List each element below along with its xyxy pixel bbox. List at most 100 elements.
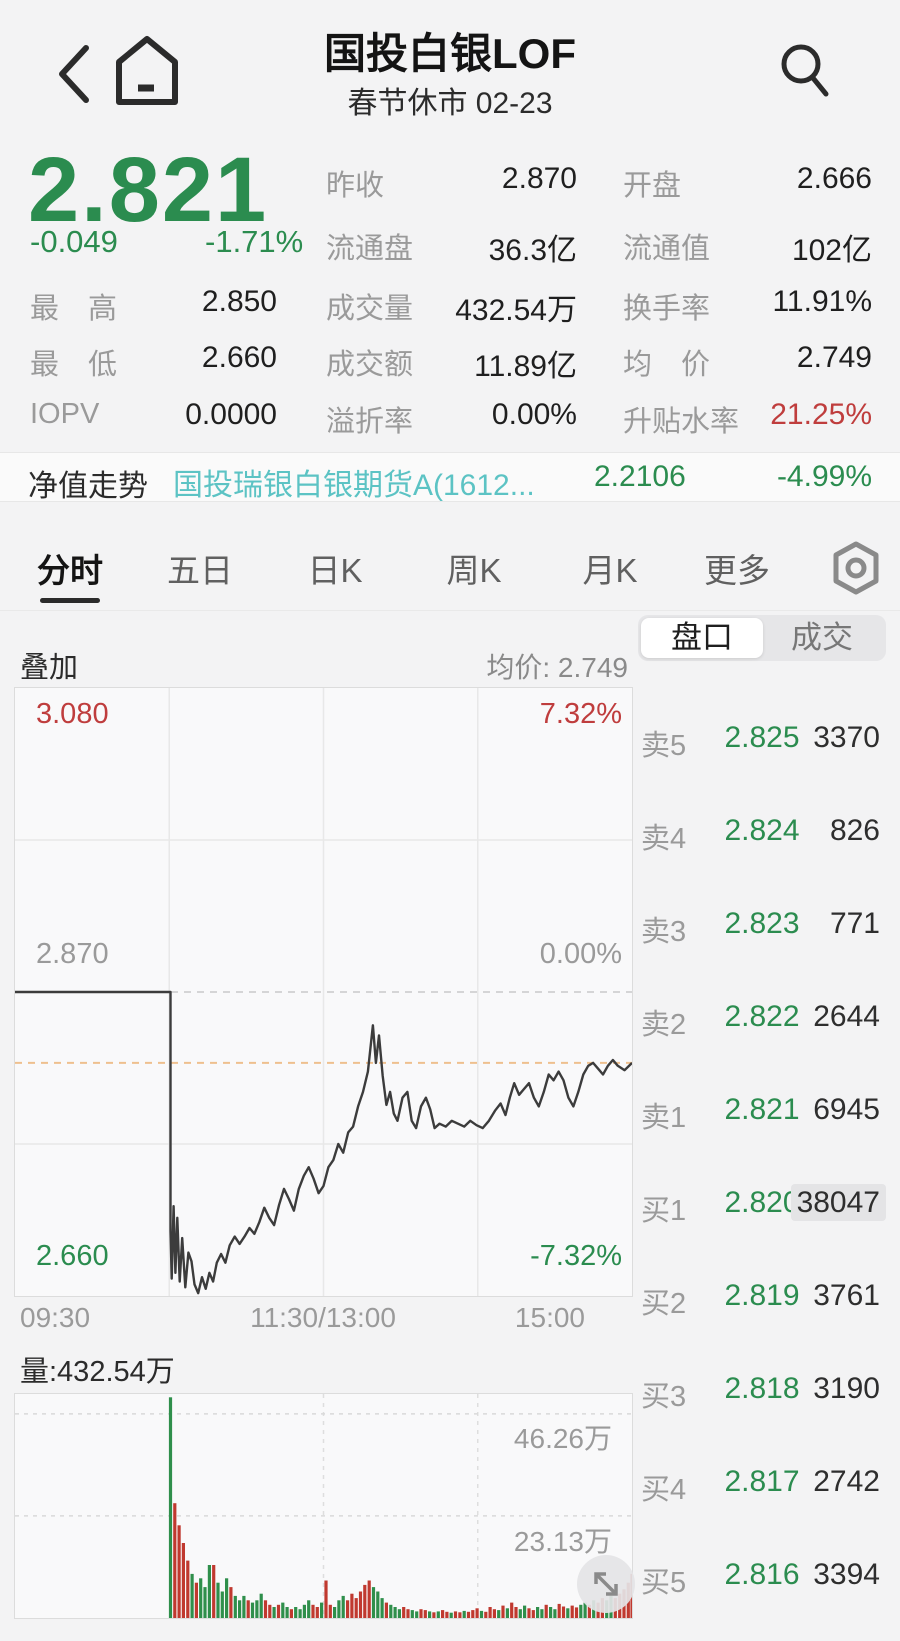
orderbook-level: 卖2 — [641, 1009, 687, 1041]
stat-label: 换手率 — [623, 293, 711, 325]
tab-orderbook[interactable]: 盘口 — [641, 618, 763, 658]
stat-label: 开盘 — [623, 170, 682, 202]
orderbook-level: 买5 — [641, 1567, 687, 1599]
minute-chart[interactable] — [14, 687, 633, 1297]
time-open: 09:30 — [20, 1302, 91, 1333]
chart-zero-pct: 0.00% — [539, 938, 622, 970]
orderbook-price: 2.825 — [724, 721, 800, 754]
orderbook-volume: 2742 — [813, 1465, 880, 1498]
stat-value: 2.850 — [201, 285, 277, 318]
chart-settings-icon[interactable] — [830, 540, 882, 596]
search-icon[interactable] — [776, 40, 834, 102]
orderbook-volume: 771 — [829, 907, 880, 940]
market-status: 春节休市 02-23 — [347, 87, 553, 120]
tab-minute[interactable]: 分时 — [37, 552, 103, 589]
time-close: 15:00 — [514, 1302, 585, 1333]
orderbook-volume: 3370 — [813, 721, 880, 754]
orderbook-volume: 826 — [829, 814, 880, 847]
price-change-pct: -1.71% — [205, 224, 304, 259]
stat-value: 11.91% — [772, 285, 872, 318]
chart-max-pct: 7.32% — [539, 698, 622, 730]
last-price: 2.821 — [28, 139, 269, 241]
stat-label: 流通盘 — [326, 233, 414, 265]
stat-value: 2.666 — [796, 162, 872, 195]
orderbook-price: 2.820 — [724, 1186, 800, 1219]
stat-value: 36.3亿 — [488, 234, 577, 267]
orderbook-volume: 3394 — [813, 1558, 880, 1591]
chart-min-pct: -7.32% — [530, 1240, 622, 1272]
orderbook-level: 卖1 — [641, 1102, 687, 1134]
volume-title: 量:432.54万 — [20, 1356, 175, 1388]
stat-label: IOPV — [30, 398, 100, 430]
orderbook-volume: 3761 — [813, 1279, 880, 1312]
stat-label: 均 价 — [623, 349, 711, 381]
stat-value: 0.00% — [491, 398, 577, 431]
divider — [0, 610, 900, 611]
stat-label: 流通值 — [623, 233, 711, 265]
tab-daily-k[interactable]: 日K — [307, 552, 363, 589]
orderbook-volume: 3190 — [813, 1372, 880, 1405]
volume-grid-label-2: 23.13万 — [513, 1526, 612, 1557]
home-icon[interactable] — [114, 34, 180, 108]
orderbook-price: 2.824 — [724, 814, 800, 847]
linked-fund-link[interactable]: 国投瑞银白银期货A(1612... — [173, 469, 535, 502]
orderbook-level: 卖5 — [641, 730, 687, 762]
orderbook-level: 卖3 — [641, 916, 687, 948]
stat-label: 升贴水率 — [623, 406, 740, 438]
nav-value: 2.2106 — [594, 460, 686, 493]
diagonal-expand-icon — [594, 1572, 618, 1596]
stat-label: 成交额 — [326, 349, 414, 381]
orderbook-level: 买4 — [641, 1474, 687, 1506]
nav-pct: -4.99% — [776, 460, 872, 493]
overlay-button[interactable]: 叠加 — [20, 652, 79, 684]
nav-label: 净值走势 — [28, 470, 148, 503]
stat-value: 21.25% — [770, 398, 872, 431]
orderbook-tabbar: 盘口 成交 — [638, 615, 886, 661]
tab-weekly-k[interactable]: 周K — [446, 552, 502, 589]
stat-value: 102亿 — [791, 234, 872, 267]
orderbook-price: 2.822 — [724, 1000, 800, 1033]
orderbook-price: 2.817 — [724, 1465, 800, 1498]
orderbook-price: 2.823 — [724, 907, 800, 940]
stat-label: 最 低 — [30, 349, 118, 381]
tab-monthly-k[interactable]: 月K — [582, 552, 638, 589]
orderbook-level: 买2 — [641, 1288, 687, 1320]
stat-value: 2.870 — [501, 162, 577, 195]
orderbook-price: 2.818 — [724, 1372, 800, 1405]
time-midday: 11:30/13:00 — [250, 1302, 396, 1333]
page-title: 国投白银LOF — [324, 30, 576, 77]
orderbook-price: 2.821 — [724, 1093, 800, 1126]
tab-more[interactable]: 更多 — [704, 552, 770, 589]
tab-trades[interactable]: 成交 — [791, 620, 853, 655]
stat-value: 432.54万 — [455, 294, 577, 327]
stat-label: 昨收 — [326, 170, 385, 202]
stat-value: 0.0000 — [185, 398, 277, 431]
avg-price-label: 均价: 2.749 — [486, 652, 628, 683]
tab-5day[interactable]: 五日 — [167, 552, 233, 589]
stat-value: 11.89亿 — [474, 350, 577, 383]
orderbook-level: 买3 — [641, 1381, 687, 1413]
chart-min-price: 2.660 — [36, 1240, 109, 1272]
orderbook-level: 卖4 — [641, 823, 687, 855]
back-icon[interactable] — [52, 42, 96, 106]
orderbook-price: 2.819 — [724, 1279, 800, 1312]
orderbook-price: 2.816 — [724, 1558, 800, 1591]
orderbook-volume: 38047 — [770, 1184, 886, 1221]
stat-label: 最 高 — [30, 293, 118, 325]
orderbook-volume: 2644 — [813, 1000, 880, 1033]
stat-label: 成交量 — [326, 293, 414, 325]
volume-grid-label-1: 46.26万 — [513, 1423, 612, 1454]
price-change: -0.049 — [30, 224, 118, 259]
chart-prevclose-price: 2.870 — [36, 938, 109, 970]
chart-max-price: 3.080 — [36, 698, 109, 730]
orderbook-volume: 6945 — [813, 1093, 880, 1126]
volume-chart[interactable] — [14, 1393, 634, 1619]
orderbook-level: 买1 — [641, 1195, 687, 1227]
nav-value-row[interactable]: 净值走势 — [0, 452, 900, 503]
stat-label: 溢折率 — [326, 406, 414, 438]
stat-value: 2.749 — [796, 341, 872, 374]
active-tab-underline — [40, 598, 100, 603]
stat-value: 2.660 — [201, 341, 277, 374]
expand-chart-button[interactable] — [577, 1555, 635, 1613]
